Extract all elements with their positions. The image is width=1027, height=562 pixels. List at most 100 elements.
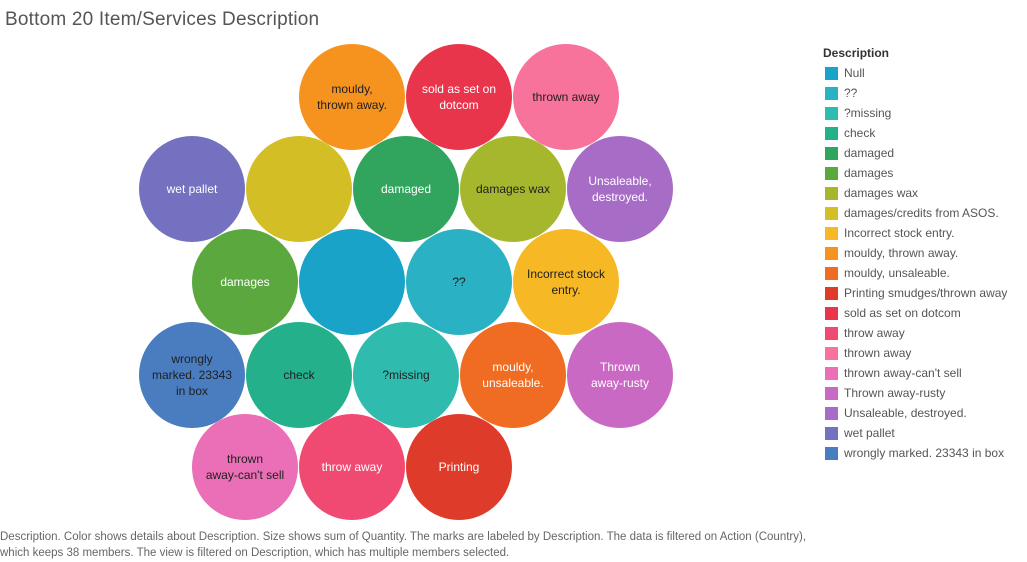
legend-swatch [825, 166, 838, 180]
legend-item[interactable]: thrown away-can't sell [823, 363, 1027, 383]
bubble[interactable] [460, 136, 566, 242]
legend-swatch [825, 386, 838, 400]
bubble[interactable] [513, 44, 619, 150]
legend-item[interactable]: throw away [823, 323, 1027, 343]
legend-swatch [825, 126, 838, 140]
legend-item[interactable]: damages [823, 163, 1027, 183]
legend-swatch [825, 66, 838, 80]
legend-label: sold as set on dotcom [844, 306, 961, 320]
bubble-label: destroyed. [592, 190, 648, 204]
legend-item[interactable]: ?missing [823, 103, 1027, 123]
bubble[interactable] [353, 136, 459, 242]
bubble[interactable] [246, 322, 352, 428]
bubble-label: Printing [439, 460, 480, 474]
bubble[interactable] [299, 44, 405, 150]
bubble[interactable] [299, 229, 405, 335]
bubble-label: wet pallet [166, 182, 218, 196]
legend-label: check [844, 126, 876, 140]
bubble[interactable] [299, 414, 405, 520]
legend-label: ?? [844, 86, 858, 100]
bubble-label: damaged [381, 182, 431, 196]
legend-swatch [825, 286, 838, 300]
bubble[interactable] [139, 322, 245, 428]
legend-item[interactable]: thrown away [823, 343, 1027, 363]
bubble-label: Incorrect stock [527, 267, 606, 281]
legend-swatch [825, 346, 838, 360]
legend-label: mouldy, thrown away. [844, 246, 959, 260]
bubble-label: wrongly [170, 352, 212, 366]
legend-item[interactable]: ?? [823, 83, 1027, 103]
legend-label: damages [844, 166, 894, 180]
legend-swatch [825, 446, 838, 460]
bubble-label: ?missing [382, 368, 429, 382]
bubble[interactable] [567, 322, 673, 428]
legend-label: wet pallet [844, 426, 895, 440]
legend-items: Null?? ?missing check damaged damages damages… [823, 63, 1027, 463]
bubble-label: in box [176, 384, 208, 398]
bubble-label: thrown away. [317, 98, 387, 112]
legend-swatch [825, 426, 838, 440]
bubble-label: damages wax [476, 182, 550, 196]
bubble-chart: mouldy, thrown away. sold as set on dotcom t… [139, 44, 673, 520]
bubble[interactable] [513, 229, 619, 335]
bubble[interactable] [246, 136, 352, 242]
bubble-label: unsaleable. [482, 376, 543, 390]
bubble-label: away-can't sell [206, 468, 284, 482]
legend-item[interactable]: damages/credits from ASOS. [823, 203, 1027, 223]
bubble-label: ?? [452, 275, 466, 289]
bubble-label: Unsaleable, [588, 174, 651, 188]
legend-label: Printing smudges/thrown away [844, 286, 1008, 300]
legend-swatch [825, 146, 838, 160]
legend-swatch [825, 106, 838, 120]
legend-label: damages/credits from ASOS. [844, 206, 999, 220]
legend-item[interactable]: mouldy, unsaleable. [823, 263, 1027, 283]
chart-caption: Description. Color shows details about D… [0, 531, 807, 559]
bubble[interactable] [406, 414, 512, 520]
legend-item[interactable]: damaged [823, 143, 1027, 163]
bubble-label: mouldy, [331, 82, 372, 96]
legend-item[interactable]: wet pallet [823, 423, 1027, 443]
bubble[interactable] [139, 136, 245, 242]
bubble-label: damages [220, 275, 269, 289]
bubble[interactable] [406, 229, 512, 335]
legend: Description Null?? ?missing check damaged da… [823, 46, 1027, 463]
legend-swatch [825, 366, 838, 380]
bubble-label: sold as set on [422, 82, 496, 96]
bubble[interactable] [192, 229, 298, 335]
legend-label: ?missing [844, 106, 892, 120]
legend-item[interactable]: damages wax [823, 183, 1027, 203]
legend-label: Incorrect stock entry. [844, 226, 955, 240]
legend-item[interactable]: Printing smudges/thrown away [823, 283, 1027, 303]
legend-label: throw away [844, 326, 905, 340]
legend-item[interactable]: Thrown away-rusty [823, 383, 1027, 403]
bubble[interactable] [406, 44, 512, 150]
bubble[interactable] [192, 414, 298, 520]
legend-swatch [825, 406, 838, 420]
bubble[interactable] [567, 136, 673, 242]
legend-label: thrown away [844, 346, 912, 360]
legend-swatch [825, 246, 838, 260]
bubble-label: mouldy, [492, 360, 533, 374]
legend-label: damages wax [844, 186, 919, 200]
bubble-label: thrown away [532, 90, 599, 104]
legend-label: mouldy, unsaleable. [844, 266, 950, 280]
legend-item[interactable]: check [823, 123, 1027, 143]
legend-item[interactable]: Unsaleable, destroyed. [823, 403, 1027, 423]
legend-title: Description [823, 46, 890, 60]
bubble[interactable] [460, 322, 566, 428]
legend-label: wrongly marked. 23343 in box [844, 446, 1005, 460]
legend-label: damaged [844, 146, 895, 160]
legend-swatch [825, 326, 838, 340]
bubble[interactable] [353, 322, 459, 428]
bubble-label: check [283, 368, 315, 382]
legend-item[interactable]: wrongly marked. 23343 in box [823, 443, 1027, 463]
legend-item[interactable]: Incorrect stock entry. [823, 223, 1027, 243]
legend-item[interactable]: Null [823, 63, 1027, 83]
legend-swatch [825, 206, 838, 220]
legend-swatch [825, 186, 838, 200]
legend-item[interactable]: sold as set on dotcom [823, 303, 1027, 323]
bubble-label: thrown [227, 452, 263, 466]
legend-item[interactable]: mouldy, thrown away. [823, 243, 1027, 263]
bubble-label: away-rusty [591, 376, 649, 390]
legend-swatch [825, 306, 838, 320]
